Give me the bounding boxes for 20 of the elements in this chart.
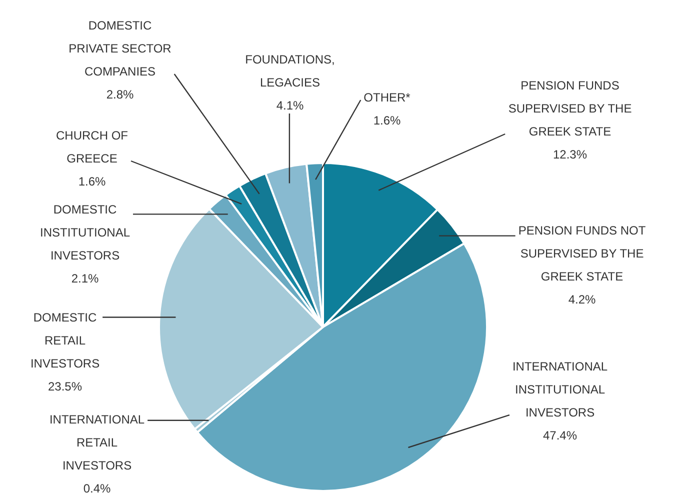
data-label: 1.6% <box>373 113 401 128</box>
data-label: 12.3% <box>552 147 588 162</box>
data-label: 23.5% <box>48 379 82 394</box>
slice-label: FOUNDATIONS, LEGACIES <box>245 52 335 90</box>
data-label: 2.8% <box>106 87 134 102</box>
slice-label: DOMESTIC RETAIL INVESTORS <box>30 310 100 370</box>
slice-label: PENSION FUNDS SUPERVISED BY THE GREEK STATE <box>508 78 632 138</box>
data-label: 4.1% <box>276 98 304 112</box>
slice-label: INTERNATIONAL RETAIL INVESTORS <box>49 412 145 472</box>
slice-label: DOMESTIC PRIVATE SECTOR COMPANIES <box>68 18 172 78</box>
data-label: 2.1% <box>71 271 99 286</box>
slice-label: INTERNATIONAL INSTITUTIONAL INVESTORS <box>512 359 608 420</box>
slice-label: CHURCH OF GREECE <box>56 128 128 166</box>
slice-label: OTHER* <box>364 90 411 104</box>
data-label: 1.6% <box>78 174 106 188</box>
slice-label: PENSION FUNDS NOT SUPERVISED BY THE GREEK STATE <box>518 223 646 284</box>
data-label: 4.2% <box>568 292 596 306</box>
data-label: 47.4% <box>542 428 578 442</box>
slice-label: DOMESTIC INSTITUTIONAL INVESTORS <box>40 202 130 262</box>
data-label: 0.4% <box>83 481 111 496</box>
